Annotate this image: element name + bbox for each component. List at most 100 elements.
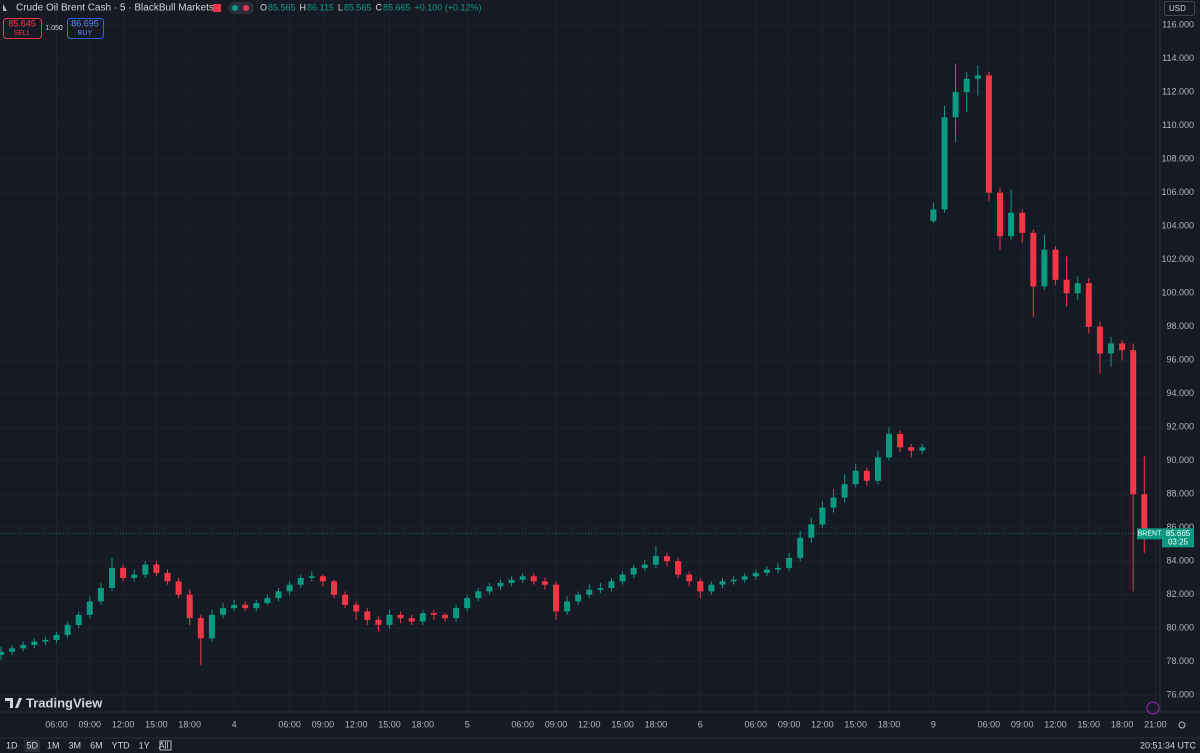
ohlc-value: 86.115	[307, 2, 334, 12]
candle-body	[486, 586, 493, 592]
x-tick-label: 15:00	[145, 719, 168, 729]
x-tick-label: 06:00	[45, 719, 68, 729]
alert-icon[interactable]	[1146, 701, 1160, 715]
candle-body	[497, 583, 504, 587]
range-button[interactable]: 6M	[90, 740, 103, 750]
countdown: 03:25	[1168, 537, 1189, 546]
change: +0.100 (+0.12%)	[414, 2, 481, 12]
candle-body	[1041, 249, 1048, 287]
candle-body	[775, 567, 781, 570]
candle-body	[53, 634, 60, 640]
candle-body	[331, 581, 337, 595]
candle-body	[697, 581, 704, 592]
range-button[interactable]: YTD	[112, 740, 131, 750]
candle-body	[20, 644, 27, 649]
settings-icon[interactable]	[1178, 721, 1186, 729]
last-price-tag	[1137, 528, 1162, 540]
candle-body	[664, 556, 670, 562]
last-price-value: 85.665	[1166, 529, 1191, 538]
buy-button[interactable]	[67, 18, 104, 39]
calendar-icon[interactable]	[159, 740, 172, 751]
candle-body	[641, 564, 648, 568]
candle-body	[1052, 249, 1059, 280]
x-tick-label: 06:00	[278, 719, 301, 729]
x-tick-label: 12:00	[112, 719, 135, 729]
candle-body	[131, 574, 138, 578]
candle-body	[375, 619, 382, 625]
x-tick-label: 15:00	[1078, 719, 1101, 729]
candle-body	[841, 484, 848, 498]
y-tick-label: 80.000	[1166, 623, 1194, 633]
last-price-name: BRENT	[1138, 531, 1162, 538]
sell-button[interactable]	[3, 18, 42, 39]
candle-body	[319, 576, 326, 582]
y-tick-label: 112.000	[1162, 87, 1194, 97]
y-tick-label: 100.000	[1161, 288, 1194, 298]
candle-body	[608, 581, 615, 589]
candle-body	[342, 594, 349, 605]
candle-body	[186, 594, 193, 619]
range-button[interactable]: All	[159, 740, 169, 750]
y-tick-label: 102.000	[1161, 254, 1194, 264]
ohlc-value: 85.565	[268, 2, 296, 12]
x-tick-label: 18:00	[878, 719, 901, 729]
range-button[interactable]: 3M	[69, 740, 82, 750]
buy-label: BUY	[78, 30, 93, 37]
candle-body	[153, 564, 160, 573]
x-tick-label: 09:00	[778, 719, 801, 729]
range-button[interactable]: 1D	[6, 740, 18, 750]
currency-button[interactable]	[1164, 1, 1195, 16]
x-tick-label: 15:00	[378, 719, 401, 729]
range-button[interactable]: 1M	[47, 740, 60, 750]
last-price-box	[1162, 528, 1194, 548]
candle-body	[1141, 494, 1148, 534]
axes: 76.000 78.000 80.000 82.000 84.000 86.000 88.0…	[45, 20, 1194, 729]
x-tick-label: 15:00	[844, 719, 867, 729]
y-tick-label: 84.000	[1166, 556, 1194, 566]
candle-body	[763, 569, 770, 573]
range-active	[24, 740, 41, 752]
candle-body	[652, 556, 659, 565]
range-button[interactable]: 5D	[27, 740, 39, 750]
candle-body	[109, 567, 115, 589]
clock: 20:51:34 UTC	[1140, 740, 1197, 750]
range-button[interactable]: 1Y	[139, 740, 150, 750]
candle-body	[952, 92, 959, 118]
x-tick-label: 09:00	[79, 719, 102, 729]
candle-body	[553, 584, 559, 612]
candle-body	[1096, 326, 1103, 354]
candle-body	[908, 447, 915, 451]
x-tick-label: 12:00	[578, 719, 601, 729]
y-tick-label: 76.000	[1166, 690, 1194, 700]
candle-body	[519, 576, 526, 580]
candle-body	[997, 192, 1003, 237]
candle-body	[597, 588, 604, 590]
candle-body	[1130, 350, 1137, 495]
currency: USD	[1169, 4, 1186, 13]
x-tick-label: 21:00	[1144, 719, 1167, 729]
candle-body	[852, 470, 859, 485]
x-tick-label: 4	[232, 719, 237, 729]
y-tick-label: 96.000	[1166, 355, 1194, 365]
candle-body	[819, 507, 826, 525]
candle-body	[286, 584, 293, 592]
candle-body	[941, 117, 948, 210]
candle-body	[397, 614, 404, 619]
ohlc-label: L	[338, 2, 343, 12]
candle-body	[75, 614, 82, 625]
sell-price: 85.645	[8, 18, 36, 28]
ohlc-label: O	[260, 2, 267, 12]
candle-body	[808, 524, 815, 538]
candle-body	[419, 613, 426, 622]
x-tick-label: 06:00	[745, 719, 768, 729]
candle-body	[985, 75, 992, 193]
y-tick-label: 94.000	[1166, 388, 1194, 398]
candle-body	[730, 579, 737, 582]
y-tick-label: 88.000	[1166, 489, 1194, 499]
candle-body	[752, 572, 759, 577]
candle-body	[1108, 343, 1114, 354]
candle-body	[675, 561, 682, 575]
